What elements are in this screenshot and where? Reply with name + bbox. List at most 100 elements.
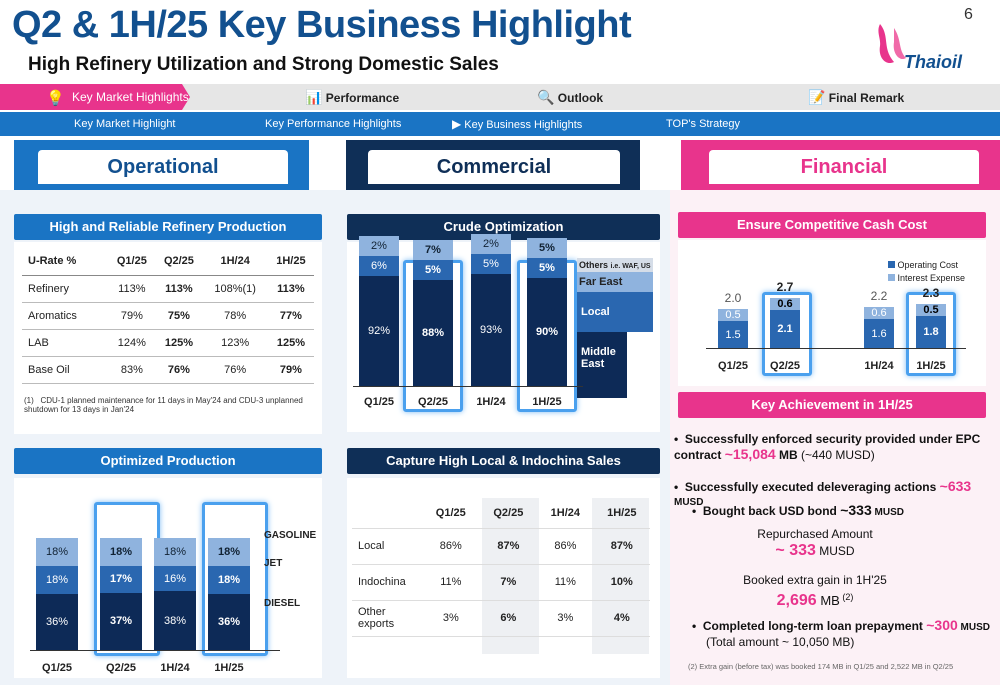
chart-bar-segment: 18%: [100, 538, 142, 567]
x-tick-label: 1H/25: [532, 396, 562, 408]
repurchased-label: Repurchased Amount: [757, 527, 873, 541]
chart-bar-operating: 2.1: [770, 310, 800, 348]
chart-bar-segment: 36%: [208, 594, 250, 650]
chart-bar-segment: 88%: [413, 280, 453, 386]
table-row: Other exports 3% 6% 3% 4%: [352, 600, 650, 637]
x-tick-label: Q1/25: [364, 396, 394, 408]
x-axis-line: [353, 386, 583, 387]
magnifier-chart-icon: 🔍: [537, 89, 555, 105]
table-row: Local 86% 87% 86% 87%: [352, 528, 650, 565]
highlight-q2: [762, 292, 812, 376]
lightbulb-icon: 💡: [46, 90, 65, 107]
chart-bar-segment: 2%: [359, 235, 399, 256]
x-tick-label: Q1/25: [42, 662, 72, 674]
logo-flame-icon: [878, 24, 906, 64]
page-title: Q2 & 1H/25 Key Business Highlight: [12, 4, 632, 46]
operational-header: Operational: [14, 140, 309, 190]
highlight-1h25: [202, 502, 268, 656]
achievement-heading: Key Achievement in 1H/25: [678, 392, 986, 418]
sales-table: Q1/25 Q2/25 1H/24 1H/25 Local 86% 87% 86% 87% I…: [352, 498, 650, 637]
legend-middle-east: Middle East: [577, 332, 627, 398]
chart-bar-segment: 90%: [527, 278, 567, 386]
commercial-header: Commercial: [346, 140, 640, 190]
subtab-key-performance[interactable]: Key Performance Highlights: [265, 118, 402, 130]
x-tick-label: 1H/25: [214, 662, 244, 674]
chart-bar-segment: 18%: [208, 538, 250, 567]
optimized-chart: 36% 18% 18% Q1/25 37% 17% 18% Q2/25 38% 16% 18% 1H/…: [14, 478, 322, 678]
table-row: Base Oil 83% 76% 76% 79%: [22, 356, 314, 384]
refinery-footnote: (1) CDU-1 planned maintenance for 11 day…: [24, 396, 303, 414]
x-tick-label: Q2/25: [106, 662, 136, 674]
chart-bar-segment: 17%: [100, 566, 142, 593]
bar-total-label: 2.3: [922, 285, 940, 300]
bar-total-label: 2.7: [776, 280, 794, 295]
achievement-bullet-4: • Completed long-term loan prepayment ~3…: [692, 617, 991, 633]
subtab-key-market-highlight[interactable]: Key Market Highlight: [74, 118, 176, 130]
cash-cost-heading: Ensure Competitive Cash Cost: [678, 212, 986, 238]
x-axis-line: [30, 650, 280, 651]
financial-header: Financial: [681, 140, 1000, 190]
main-nav: 💡 Key Market Highlights 📊 Performance 🔍 …: [0, 84, 1000, 110]
tab-outlook[interactable]: 🔍 Outlook: [537, 89, 604, 105]
subtab-top-strategy[interactable]: TOP's Strategy: [666, 118, 741, 130]
gain-label: Booked extra gain in 1H'25: [743, 573, 887, 587]
x-axis-line: [706, 348, 966, 349]
x-tick-label: Q2/25: [418, 396, 448, 408]
x-tick-label: 1H/24: [864, 360, 894, 372]
series-label: GASOLINE: [264, 530, 317, 541]
subtab-key-business[interactable]: ▶ Key Business Highlights: [452, 117, 583, 131]
thaioil-logo: Thaioil: [868, 22, 978, 78]
chart-bar-segment: 92%: [359, 275, 399, 386]
crude-heading: Crude Optimization: [347, 214, 660, 240]
loan-total-note: (Total amount ~ 10,050 MB): [706, 635, 855, 649]
chart-bar-segment: 37%: [100, 592, 142, 650]
chart-bar-operating: 1.5: [718, 321, 748, 348]
legend-operating-cost: Operating Cost: [888, 260, 958, 270]
x-tick-label: Q1/25: [718, 360, 748, 372]
table-row: Aromatics 79% 75% 78% 77%: [22, 302, 314, 330]
tab-key-market-highlights[interactable]: 💡 Key Market Highlights: [0, 84, 190, 110]
page-subtitle: High Refinery Utilization and Strong Dom…: [28, 54, 499, 75]
cash-cost-chart: Operating Cost Interest Expense 1.5 0.5 2.…: [678, 240, 986, 386]
chart-bar-segment: 36%: [36, 594, 78, 650]
legend-local: Local: [577, 292, 653, 332]
chart-bar-segment: 6%: [359, 255, 399, 276]
gain-value: 2,696 MB (2): [776, 592, 854, 609]
achievement-bullet-2: • Successfully executed deleveraging act…: [674, 478, 972, 508]
chart-bar-operating: 1.6: [864, 319, 894, 348]
table-row: LAB 124% 125% 123% 125%: [22, 329, 314, 357]
chart-bar-segment: 5%: [471, 254, 511, 275]
chart-bar-segment: 2%: [471, 234, 511, 255]
x-tick-label: 1H/24: [476, 396, 506, 408]
legend-others: Others i.e. WAF, US: [577, 258, 653, 272]
x-tick-label: Q2/25: [770, 360, 800, 372]
bar-total-label: 2.2: [870, 289, 888, 304]
achievement-footnote: (2) Extra gain (before tax) was booked 1…: [688, 662, 954, 671]
chart-bar-segment: 18%: [36, 538, 78, 567]
chart-bar-segment: 16%: [154, 566, 196, 592]
crude-legend: Others i.e. WAF, US Far East Local Middl…: [577, 258, 655, 398]
chart-bar-segment: 18%: [36, 566, 78, 595]
chart-bar-interest: 0.5: [916, 303, 946, 316]
chart-bar-segment: 7%: [413, 240, 453, 261]
tab-performance[interactable]: 📊 Performance: [305, 89, 400, 105]
page-number: 6: [964, 6, 973, 23]
series-label: DIESEL: [264, 598, 301, 609]
bar-total-label: 2.0: [724, 291, 742, 305]
chart-bar-segment: 18%: [154, 538, 196, 567]
chart-bar-interest: 0.5: [718, 309, 748, 321]
series-label: JET: [264, 558, 283, 569]
chart-bar-interest: 0.6: [770, 298, 800, 311]
bar-chart-icon: 📊: [305, 89, 323, 105]
chart-bar-segment: 5%: [527, 258, 567, 278]
achievement-bullet-3: • Bought back USD bond ~333 MUSD: [692, 502, 904, 518]
achievement-bullet-1: • Successfully enforced security provide…: [674, 432, 981, 462]
tab-final-remark[interactable]: 📝 Final Remark: [808, 89, 905, 105]
x-tick-label: 1H/25: [916, 360, 946, 372]
chart-bar-segment: 93%: [471, 274, 511, 386]
sales-heading: Capture High Local & Indochina Sales: [347, 448, 660, 474]
highlight-1h25: [906, 292, 956, 376]
legend-interest-expense: Interest Expense: [888, 273, 965, 283]
chart-bar-segment: 5%: [527, 238, 567, 258]
table-row: Refinery 113% 113% 108%(1) 113%: [22, 275, 314, 303]
